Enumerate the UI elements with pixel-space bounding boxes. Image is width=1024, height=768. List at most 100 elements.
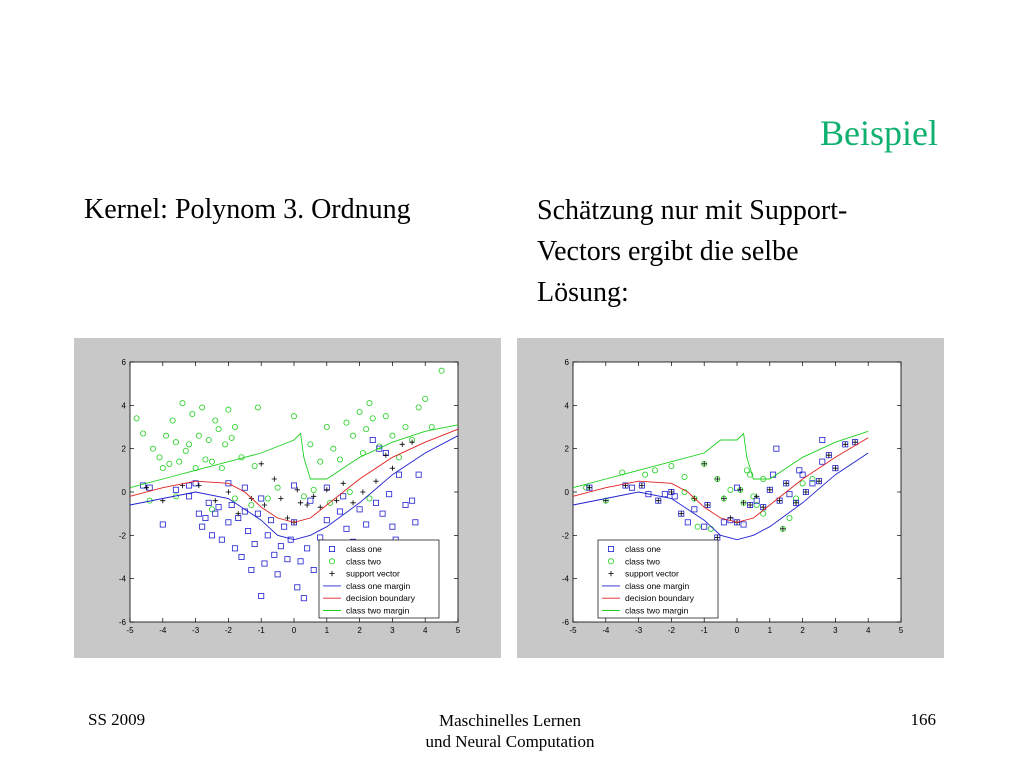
class-one-point (684, 519, 691, 526)
footer-course-line-2: und Neural Computation (425, 732, 595, 751)
class-two-point (218, 465, 225, 472)
legend-class-one-icon (608, 545, 615, 552)
caption-line-3: Lösung: (537, 277, 629, 308)
class-two-point (753, 501, 760, 508)
class-two-point (307, 441, 314, 448)
decision-boundary-line (129, 428, 459, 523)
x-tick-label: 2 (357, 626, 362, 635)
support-vector-point (721, 495, 727, 502)
class-one-point (271, 551, 278, 558)
class-two-point (149, 445, 156, 452)
class-one-point (297, 558, 304, 565)
legend-class-two-icon (608, 558, 615, 565)
legend-entry: class two margin (625, 606, 689, 616)
class-two-point (274, 484, 281, 491)
class-one-point (159, 521, 166, 528)
support-vector-point (803, 489, 809, 495)
class-one-point (340, 493, 347, 500)
class-two-point (694, 523, 701, 530)
x-tick-label: 2 (800, 626, 805, 635)
class-two-point (402, 424, 409, 431)
support-vector-point (655, 498, 661, 504)
kernel-caption: Kernel: Polynom 3. Ordnung (84, 194, 411, 225)
class-one-point (258, 495, 265, 502)
class-one-point (691, 506, 698, 513)
footer-semester: SS 2009 (88, 710, 146, 729)
y-tick-label: 0 (565, 488, 570, 497)
class-two-point (251, 463, 258, 470)
class-two-point (254, 404, 261, 411)
class-two-point (310, 486, 317, 493)
class-two-point (140, 430, 147, 437)
class-one-point (796, 467, 803, 474)
class-one-point (740, 521, 747, 528)
class-one-point (809, 480, 816, 487)
support-vector-point (383, 452, 389, 458)
support-vector-point (409, 439, 415, 445)
y-tick-label: 4 (122, 401, 127, 410)
support-vector-point (373, 478, 379, 484)
class-two-point (179, 400, 186, 407)
support-vector-point (832, 465, 838, 471)
support-vector-point (767, 487, 773, 493)
legend-box (318, 539, 440, 619)
legend-support-vector-icon (329, 571, 335, 577)
plot-marks (129, 367, 459, 602)
support-vector-point (714, 534, 720, 541)
support-vector-point (334, 498, 340, 504)
class-one-point (215, 504, 222, 511)
class-one-point (363, 521, 370, 528)
plot-panel-full: -5 -4 -3 -2 -1 0 1 2 3 4 5 -6 -4 -2 0 2 4 6 class one class… (74, 338, 501, 658)
class-two-point (166, 460, 173, 467)
legend-support-vector-icon (608, 571, 614, 577)
class-one-point (720, 519, 727, 526)
class-two-point (208, 458, 215, 465)
x-tick-label: 4 (866, 626, 871, 635)
class-two-point (438, 367, 445, 374)
x-tick-label: 0 (292, 626, 297, 635)
class-two-point (346, 488, 353, 495)
legend-entry: support vector (625, 569, 679, 579)
class-one-point (258, 592, 265, 599)
support-vector-point (852, 439, 858, 445)
class-two-point (172, 439, 179, 446)
y-tick-label: 0 (122, 488, 127, 497)
class-two-point (350, 432, 357, 439)
x-tick-label: 5 (456, 626, 461, 635)
support-vector-point (360, 489, 366, 495)
support-vector-point (740, 500, 747, 506)
x-tick-label: -1 (701, 626, 709, 635)
class-two-point (336, 456, 343, 463)
class-one-margin-line (129, 435, 459, 541)
support-vector-point (754, 493, 760, 499)
y-tick-label: 6 (565, 358, 570, 367)
support-vector-point (780, 526, 786, 532)
class-one-point (172, 486, 179, 493)
class-one-point (733, 484, 740, 491)
class-one-point (231, 545, 238, 552)
class-one-point (195, 510, 202, 517)
class-two-point (743, 467, 750, 474)
class-two-point (382, 413, 389, 420)
class-one-point (274, 571, 281, 578)
class-two-point (760, 510, 767, 517)
class-one-point (323, 517, 330, 524)
class-two-point (248, 501, 255, 508)
class-one-point (310, 566, 317, 573)
class-two-point (182, 447, 189, 454)
class-two-margin-line (129, 424, 459, 489)
class-two-margin-line (572, 430, 869, 489)
class-one-point (412, 519, 419, 526)
legend-box (597, 539, 719, 619)
legend-class-two-icon (328, 558, 335, 565)
legend-entry: class one (625, 544, 661, 554)
support-vector-point (143, 485, 149, 491)
footer-page-number: 166 (910, 710, 937, 729)
class-two-point (205, 437, 212, 444)
class-one-point (343, 525, 350, 532)
x-tick-label: -4 (602, 626, 610, 635)
class-one-point (245, 527, 252, 534)
class-two-point (202, 456, 209, 463)
x-tick-label: 1 (325, 626, 330, 635)
class-one-point (225, 519, 232, 526)
